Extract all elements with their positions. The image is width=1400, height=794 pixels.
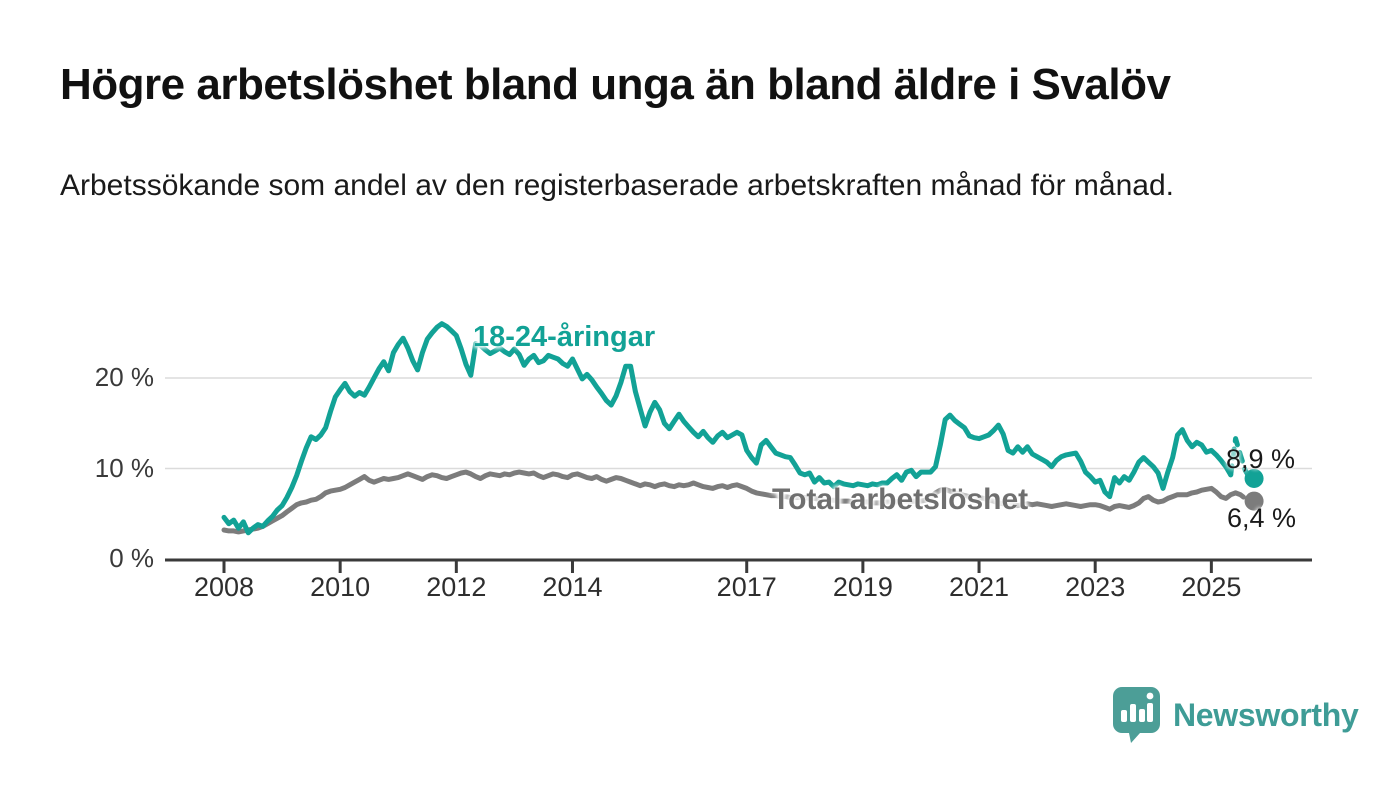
x-axis-tick-label: 2014 [542,572,603,602]
y-axis-tick-label: 20 % [94,362,154,392]
newsworthy-logo: Newsworthy [1112,686,1359,744]
line-18-24-åringar [221,321,1234,536]
value-label-18-24: 8,9 % [1226,444,1296,474]
x-axis-tick-label: 2017 [716,572,777,602]
y-axis-tick-label: 0 % [109,543,154,573]
x-axis-tick-label: 2012 [426,572,487,602]
y-axis-tick-label: 10 % [94,452,154,483]
series-label-total: Total arbetslöshet [772,483,1029,516]
line-Total arbetslöshet [221,469,1239,535]
value-label-total: 6,4 % [1227,503,1297,533]
x-axis-tick-label: 2008 [193,572,255,602]
end-point-dot [1244,468,1264,488]
x-axis-tick-label: 2010 [310,572,371,602]
x-axis-tick-label: 2021 [948,572,1010,602]
x-axis-tick-label: 2025 [1181,572,1242,602]
page-subtitle: Arbetssökande som andel av den registerb… [60,169,1174,202]
line-dashed-tail [1233,490,1253,504]
x-axis-tick-label: 2023 [1065,572,1126,602]
x-axis-tick-label: 2019 [832,572,893,602]
page-title: Högre arbetslöshet bland unga än bland ä… [60,60,1171,109]
newsworthy-logo-text: Newsworthy [1173,696,1359,733]
newsworthy-logo-icon [1113,687,1160,743]
end-point-dot [1244,491,1264,511]
series-label-18-24: 18-24-åringar [473,321,656,353]
